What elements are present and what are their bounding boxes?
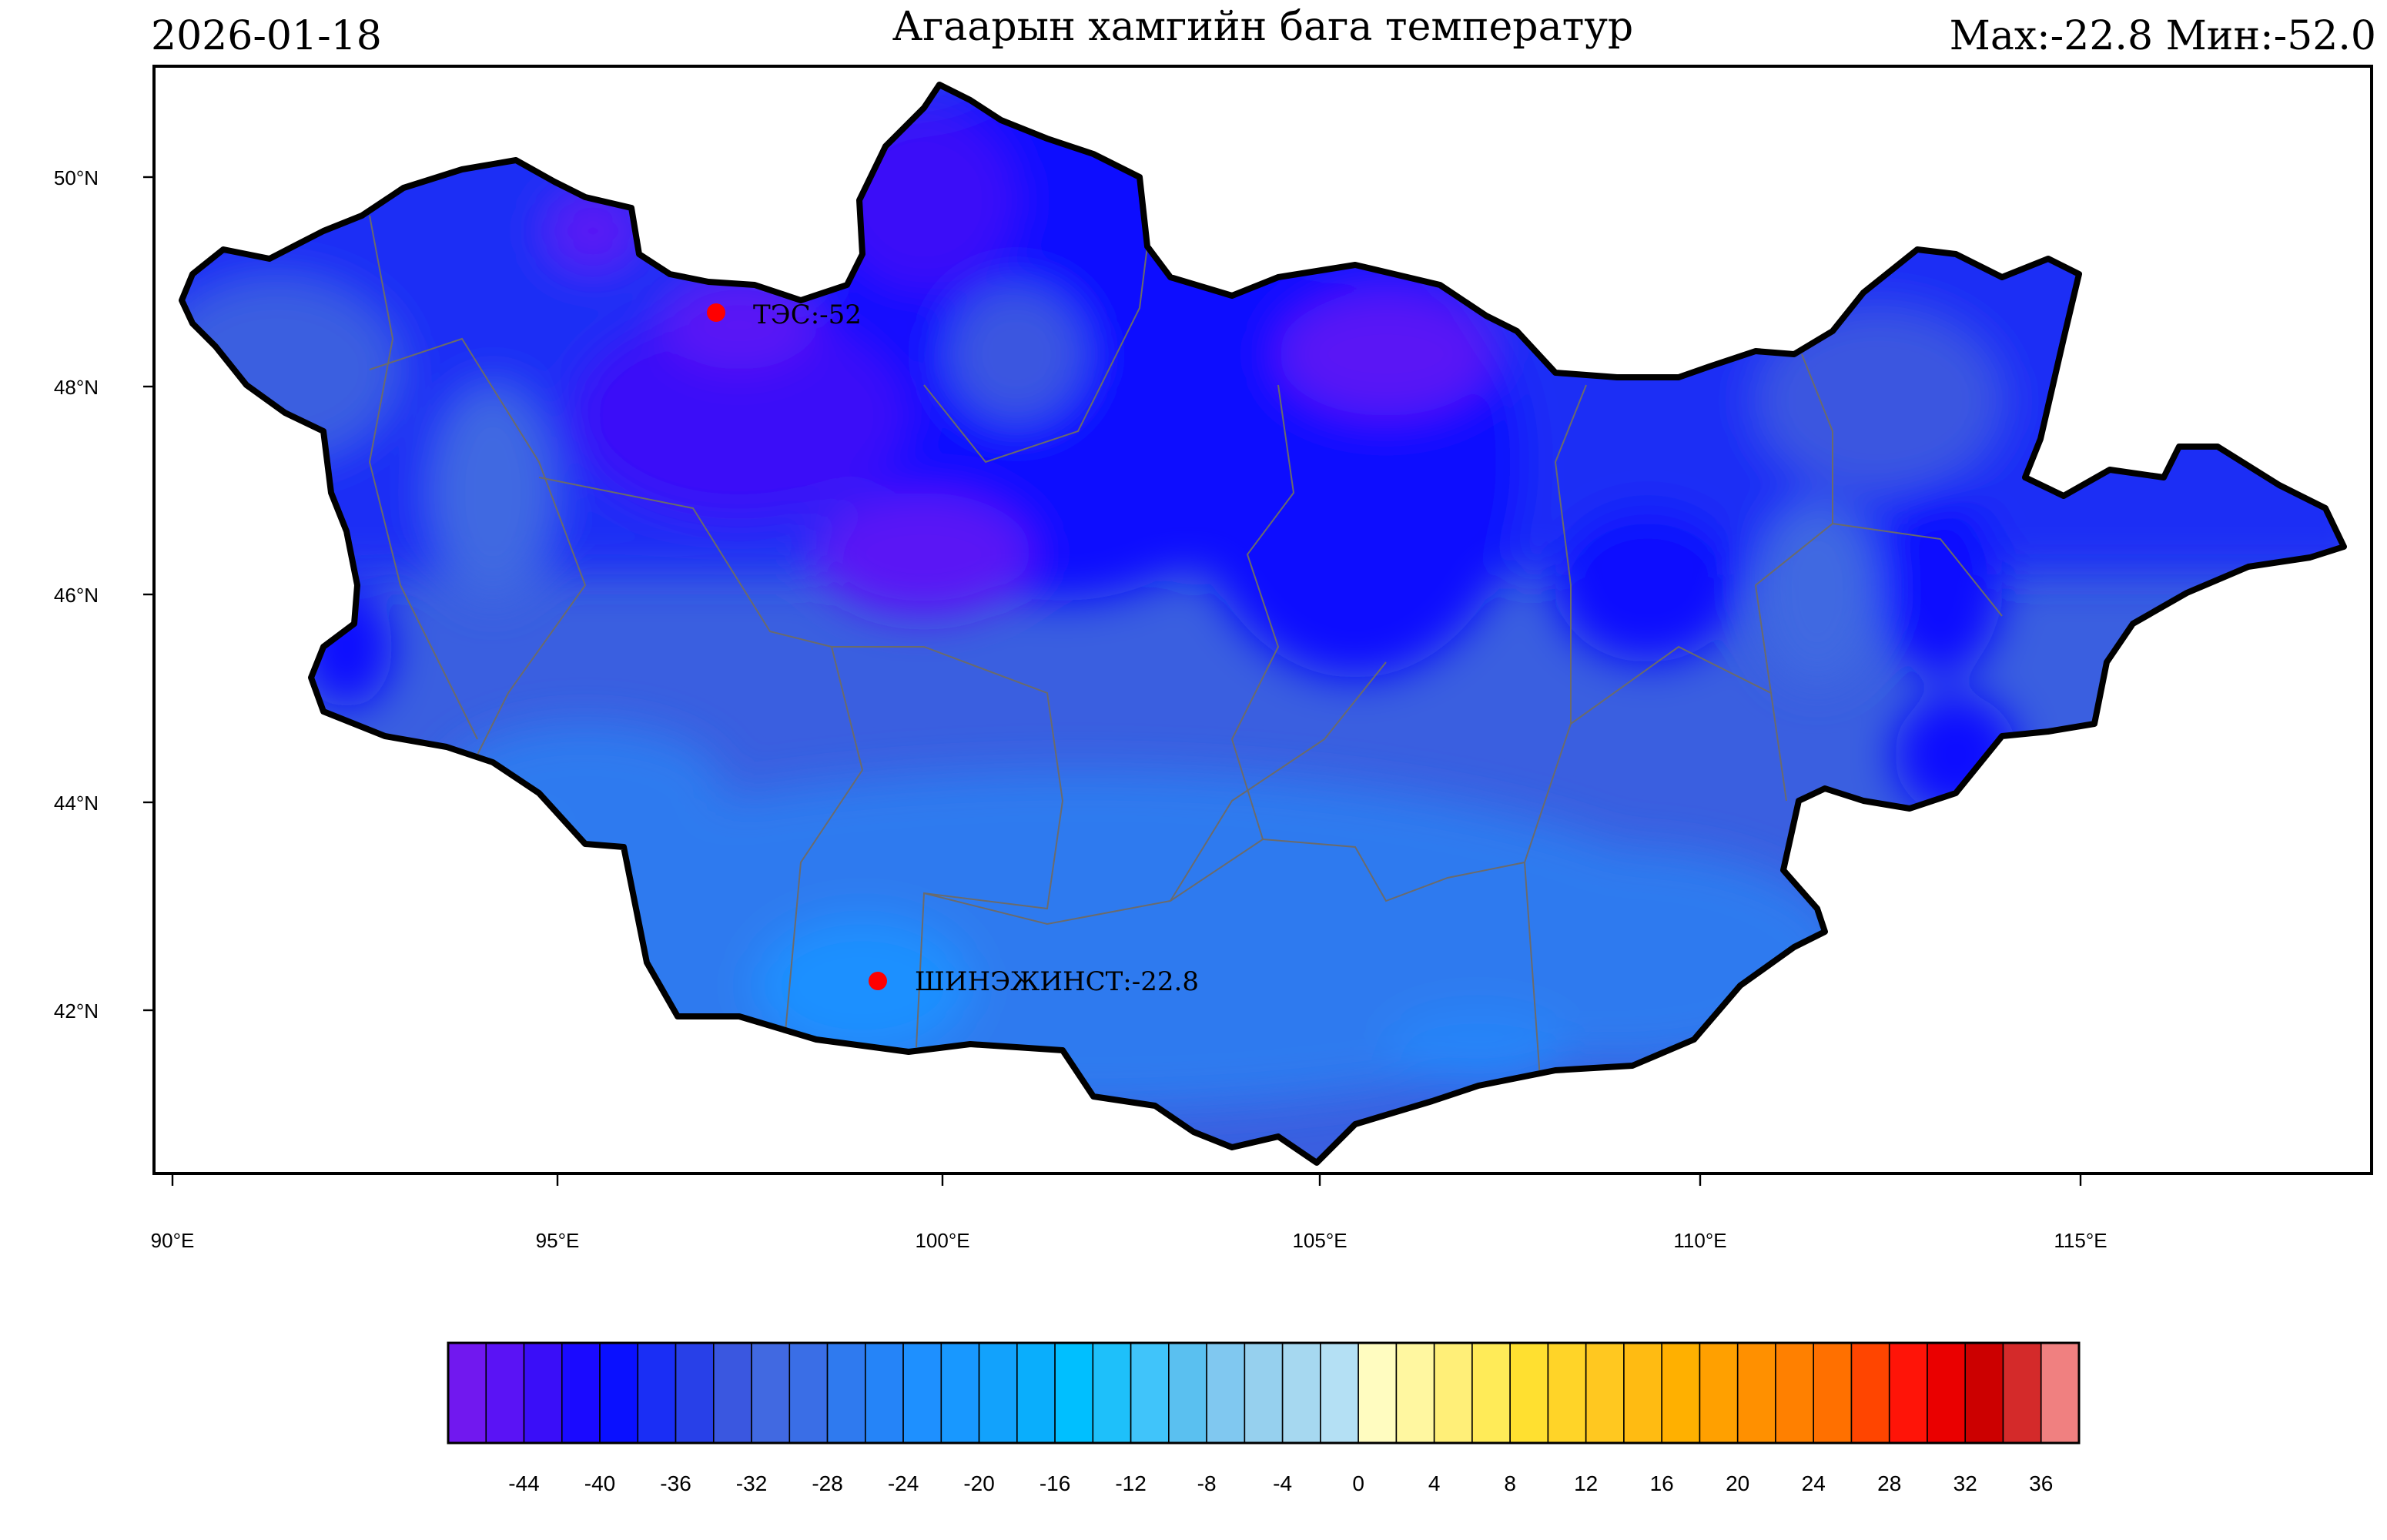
colorbar-label: -12: [1115, 1471, 1146, 1495]
colorbar-label: 16: [1650, 1471, 1674, 1495]
colorbar-swatch: [2002, 1342, 2042, 1444]
colorbar-labels: -44 -40 -36 -32 -28 -24 -20 -16 -12 -8 -4 0 4 8 12 16 20…: [508, 1471, 2053, 1495]
lat-label: 50°N: [54, 166, 99, 189]
colorbar-swatch: [865, 1342, 904, 1444]
station-min[interactable]: ТЭС:-52: [707, 300, 862, 330]
station-label: ТЭС:-52: [753, 300, 862, 330]
lon-label: 105°E: [1292, 1229, 1347, 1252]
colorbar-swatch: [1699, 1342, 1739, 1444]
max-min-label: Max:-22.8 Мин:-52.0: [1950, 13, 2376, 59]
colorbar-swatch: [2040, 1342, 2080, 1444]
colorbar-label: -28: [812, 1471, 842, 1495]
colorbar-swatch: [940, 1342, 980, 1444]
station-label: ШИНЭЖИНСТ:-22.8: [915, 966, 1199, 997]
colorbar-swatch: [599, 1342, 639, 1444]
colorbar-label: 12: [1574, 1471, 1598, 1495]
colorbar-swatch: [1736, 1342, 1776, 1444]
province-borders: [368, 215, 2003, 1079]
lon-label: 100°E: [915, 1229, 969, 1252]
colorbar-swatch: [675, 1342, 715, 1444]
lat-label: 42°N: [54, 999, 99, 1023]
colorbar-swatch: [1927, 1342, 1967, 1444]
colorbar-swatch: [1433, 1342, 1473, 1444]
colorbar-swatch: [1168, 1342, 1207, 1444]
colorbar-swatch: [1244, 1342, 1284, 1444]
colorbar-label: -44: [508, 1471, 539, 1495]
colorbar-swatch: [1775, 1342, 1815, 1444]
colorbar-swatch: [788, 1342, 829, 1444]
colorbar-label: -16: [1040, 1471, 1070, 1495]
colorbar-label: 4: [1428, 1471, 1441, 1495]
colorbar-swatch: [1281, 1342, 1321, 1444]
lat-label: 44°N: [54, 792, 99, 815]
colorbar-swatch: [1509, 1342, 1549, 1444]
colorbar-swatch: [1471, 1342, 1511, 1444]
colorbar-swatch: [1092, 1342, 1132, 1444]
colorbar-swatch: [826, 1342, 866, 1444]
lon-label: 95°E: [536, 1229, 580, 1252]
station-marker: [707, 303, 725, 322]
colorbar-swatch: [1206, 1342, 1246, 1444]
colorbar-swatch: [1850, 1342, 1890, 1444]
colorbar-swatch: [1358, 1342, 1398, 1444]
station-max[interactable]: ШИНЭЖИНСТ:-22.8: [869, 966, 1199, 997]
colorbar-swatch: [1888, 1342, 1928, 1444]
colorbar-label: 36: [2029, 1471, 2053, 1495]
station-marker: [869, 972, 887, 990]
colorbar-label: -24: [888, 1471, 919, 1495]
lat-label: 46°N: [54, 584, 99, 607]
colorbar-swatch: [1813, 1342, 1853, 1444]
colorbar-swatch: [523, 1342, 563, 1444]
colorbar-swatch: [1964, 1342, 2004, 1444]
colorbar-label: -36: [660, 1471, 691, 1495]
lon-label: 110°E: [1673, 1229, 1726, 1252]
colorbar-label: 0: [1352, 1471, 1364, 1495]
colorbar-swatch: [1623, 1342, 1662, 1444]
colorbar: [447, 1341, 2081, 1445]
colorbar-swatch: [637, 1342, 677, 1444]
colorbar-swatch: [1661, 1342, 1701, 1444]
colorbar-swatch: [712, 1342, 752, 1444]
colorbar-label: 28: [1877, 1471, 1901, 1495]
colorbar-label: -40: [584, 1471, 615, 1495]
colorbar-label: 20: [1726, 1471, 1749, 1495]
lat-axis: [143, 176, 154, 1012]
colorbar-label: -32: [736, 1471, 767, 1495]
date-label: 2026-01-18: [151, 13, 382, 59]
colorbar-swatch: [1395, 1342, 1435, 1444]
lon-axis: [171, 1173, 2082, 1186]
lon-label: 115°E: [2054, 1229, 2107, 1252]
colorbar-label: 24: [1802, 1471, 1826, 1495]
map-title: Агаарын хамгийн бага температур: [892, 4, 1633, 50]
colorbar-swatch: [1547, 1342, 1587, 1444]
colorbar-swatch: [1130, 1342, 1170, 1444]
lon-label: 90°E: [151, 1229, 195, 1252]
colorbar-swatch: [751, 1342, 791, 1444]
colorbar-label: -20: [963, 1471, 994, 1495]
lat-label: 48°N: [54, 376, 99, 399]
colorbar-frame: [447, 1341, 2081, 1445]
colorbar-swatch: [1320, 1342, 1359, 1444]
colorbar-label: -8: [1197, 1471, 1217, 1495]
colorbar-swatch: [485, 1342, 525, 1444]
colorbar-label: -4: [1273, 1471, 1292, 1495]
colorbar-swatch: [902, 1342, 942, 1444]
colorbar-swatch: [1585, 1342, 1625, 1444]
colorbar-label: 32: [1953, 1471, 1977, 1495]
colorbar-swatch: [561, 1342, 601, 1444]
colorbar-swatch: [1054, 1342, 1094, 1444]
colorbar-swatch: [447, 1342, 487, 1444]
colorbar-label: 8: [1504, 1471, 1516, 1495]
colorbar-swatch: [978, 1342, 1018, 1444]
colorbar-swatch: [1016, 1342, 1056, 1444]
